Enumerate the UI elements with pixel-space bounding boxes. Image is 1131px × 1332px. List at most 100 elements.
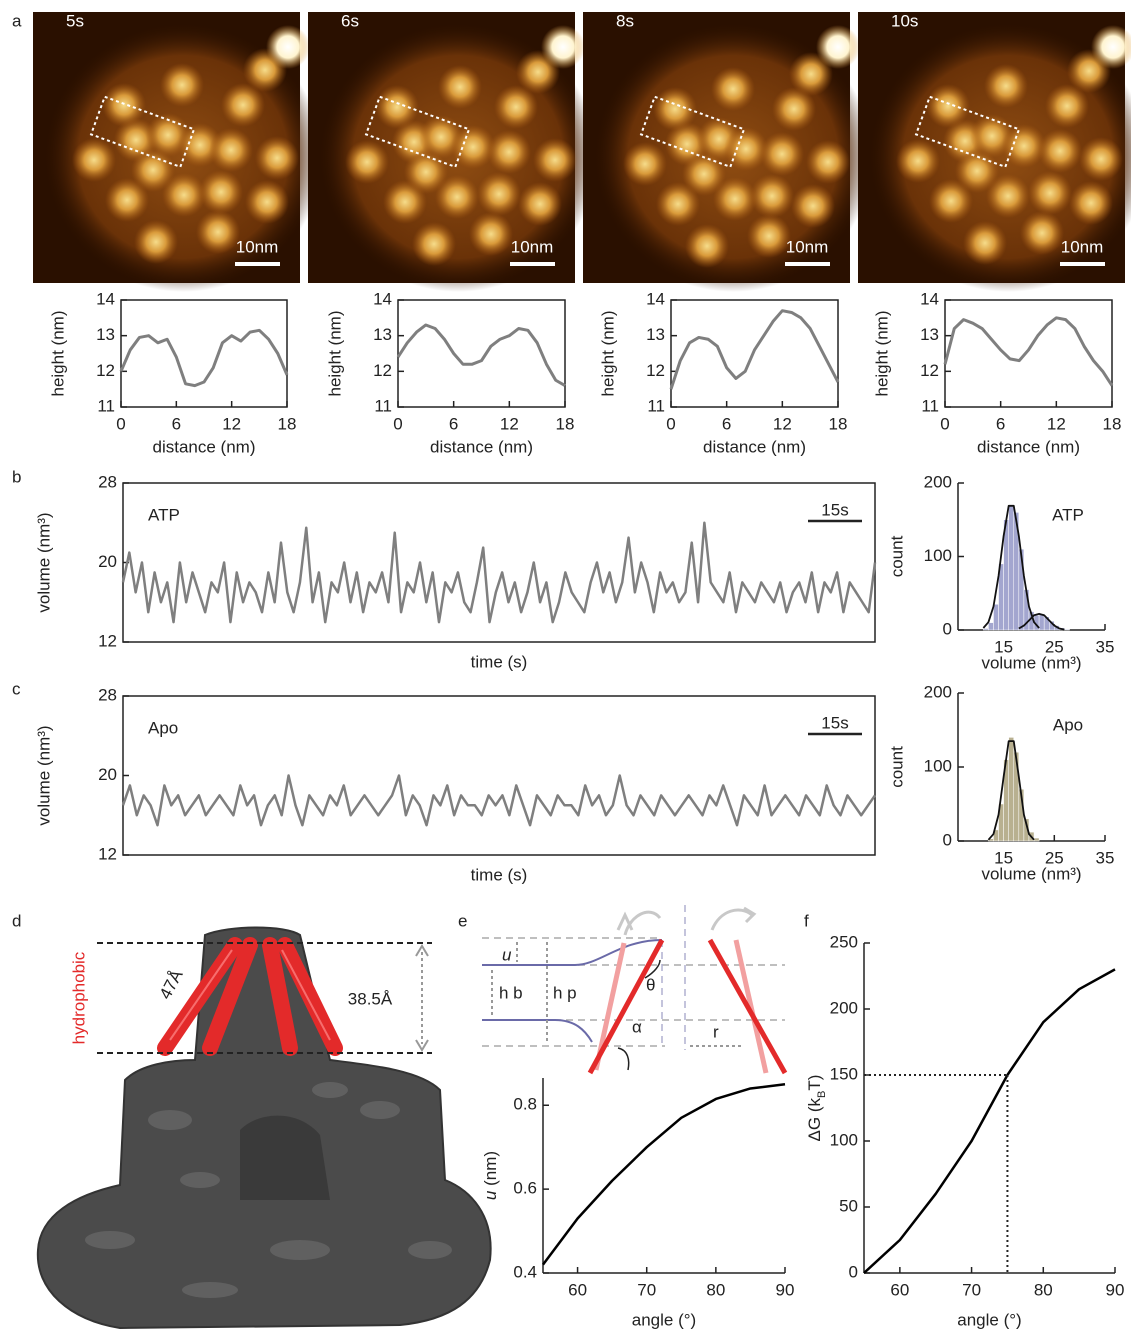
- afm-particle: [105, 178, 149, 222]
- y-axis-label: ΔG (kBT): [805, 1075, 827, 1142]
- x-tick-label: 90: [776, 1280, 795, 1299]
- y-tick-label: 12: [920, 361, 939, 380]
- x-tick-label: 6: [722, 414, 731, 433]
- x-tick-label: 12: [222, 414, 241, 433]
- y-axis-label: count: [887, 535, 906, 577]
- x-tick-label: 18: [1103, 414, 1122, 433]
- y-axis-label: height (nm): [872, 311, 891, 397]
- y-tick-label: 14: [96, 289, 115, 308]
- y-tick-label: 100: [830, 1130, 858, 1149]
- y-label-part: ΔG (k: [805, 1097, 824, 1141]
- y-tick-label: 20: [98, 765, 117, 784]
- x-tick-label: 90: [1106, 1280, 1125, 1299]
- afm-particle: [221, 83, 265, 127]
- y-tick-label: 14: [920, 289, 939, 308]
- y-tick-label: 200: [830, 998, 858, 1017]
- afm-particle: [1045, 84, 1089, 128]
- hp-label: h p: [553, 983, 577, 1002]
- afm-bright: [816, 25, 860, 69]
- afm-particle: [896, 139, 940, 183]
- histogram-bar: [1038, 613, 1045, 631]
- afm-particle: [791, 184, 835, 228]
- x-tick-label: 18: [278, 414, 297, 433]
- afm-particle: [750, 174, 794, 218]
- plot-frame: [397, 299, 566, 408]
- afm-particle: [986, 174, 1030, 218]
- x-tick-label: 0: [393, 414, 402, 433]
- afm-particle: [713, 177, 757, 221]
- x-tick-label: 80: [706, 1280, 725, 1299]
- data-line: [119, 328, 289, 388]
- frame-time: 10s: [891, 11, 918, 30]
- frame-time: 8s: [616, 11, 634, 30]
- series-label: ATP: [1052, 505, 1084, 524]
- y-tick-label: 12: [96, 361, 115, 380]
- histogram-bar: [1064, 629, 1070, 631]
- data-line: [863, 968, 1116, 1274]
- afm-particle: [435, 175, 479, 219]
- afm-particle: [160, 63, 204, 107]
- x-tick-label: 6: [172, 414, 181, 433]
- afm-particle: [926, 84, 970, 128]
- afm-particle: [1079, 137, 1123, 181]
- x-tick-label: 25: [1045, 637, 1064, 656]
- x-tick-label: 60: [890, 1280, 909, 1299]
- afm-particle: [162, 173, 206, 217]
- afm-particle: [345, 140, 389, 184]
- y-tick-label: 12: [98, 631, 117, 650]
- x-axis-label: distance (nm): [703, 437, 806, 456]
- afm-particle: [412, 222, 456, 266]
- y-tick-label: 28: [98, 685, 117, 704]
- afm-particle: [134, 220, 178, 264]
- x-tick-label: 25: [1045, 848, 1064, 867]
- theta-label: θ: [646, 975, 655, 994]
- y-tick-label: 20: [98, 552, 117, 571]
- time-scale-label: 15s: [821, 500, 848, 519]
- afm-particle: [255, 136, 299, 180]
- panel-label: a: [12, 11, 22, 30]
- y-tick-label: 100: [924, 546, 952, 565]
- histogram-bar: [983, 628, 989, 631]
- histogram-bar: [1008, 504, 1015, 631]
- plot-frame: [670, 299, 839, 408]
- histogram-bar: [1033, 837, 1040, 842]
- x-tick-label: 70: [962, 1280, 981, 1299]
- x-tick-label: 15: [994, 848, 1013, 867]
- y-tick-label: 150: [830, 1064, 858, 1083]
- scale-label: 10nm: [786, 237, 829, 256]
- hb-label: h b: [499, 983, 523, 1002]
- x-tick-label: 35: [1096, 637, 1115, 656]
- selection-box: [914, 95, 1021, 169]
- plot-frame: [122, 482, 876, 643]
- afm-particle: [747, 214, 791, 258]
- y-tick-label: 12: [373, 361, 392, 380]
- y-tick-label: 0.8: [513, 1095, 537, 1114]
- x-tick-label: 80: [1034, 1280, 1053, 1299]
- afm-particle: [1028, 171, 1072, 215]
- y-axis-label: volume (nm³): [34, 725, 53, 825]
- selection-box: [364, 95, 471, 169]
- series-label: Apo: [148, 718, 178, 737]
- r-label: r: [713, 1022, 719, 1041]
- y-tick-label: 0: [849, 1262, 858, 1281]
- afm-particle: [494, 85, 538, 129]
- x-tick-label: 60: [568, 1280, 587, 1299]
- afm-particle: [1069, 181, 1113, 225]
- fit-curve: [1018, 612, 1065, 631]
- data-line: [669, 309, 840, 390]
- y-tick-label: 0.4: [513, 1262, 537, 1281]
- y-tick-label: 12: [646, 361, 665, 380]
- afm-particle: [656, 182, 700, 226]
- y-tick-label: 0.6: [513, 1179, 537, 1198]
- frame-time: 6s: [341, 11, 359, 30]
- x-tick-label: 12: [1047, 414, 1066, 433]
- y-tick-label: 11: [647, 396, 665, 415]
- y-axis-label: height (nm): [48, 311, 67, 397]
- y-tick-label: 14: [646, 289, 665, 308]
- y-tick-label: 0: [943, 830, 952, 849]
- afm-particle: [685, 224, 729, 268]
- afm-particle: [724, 127, 768, 171]
- x-tick-label: 18: [829, 414, 848, 433]
- afm-particle: [1002, 124, 1046, 168]
